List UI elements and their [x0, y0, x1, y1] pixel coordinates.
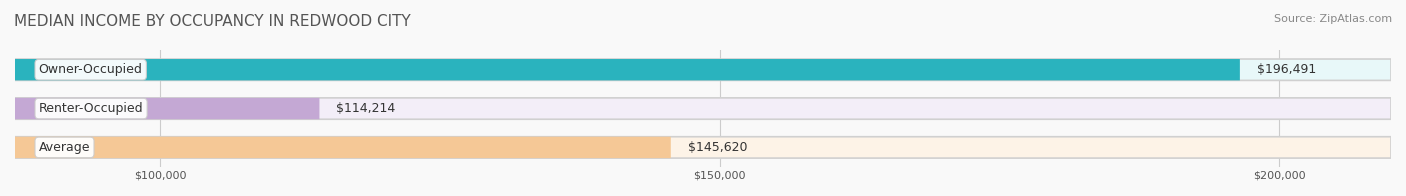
FancyBboxPatch shape [15, 98, 319, 119]
Text: Source: ZipAtlas.com: Source: ZipAtlas.com [1274, 14, 1392, 24]
Text: $114,214: $114,214 [336, 102, 395, 115]
FancyBboxPatch shape [15, 59, 1391, 80]
Text: $196,491: $196,491 [1257, 63, 1316, 76]
Text: Owner-Occupied: Owner-Occupied [39, 63, 142, 76]
FancyBboxPatch shape [15, 59, 1240, 80]
FancyBboxPatch shape [15, 137, 1391, 158]
Text: MEDIAN INCOME BY OCCUPANCY IN REDWOOD CITY: MEDIAN INCOME BY OCCUPANCY IN REDWOOD CI… [14, 14, 411, 29]
Text: $145,620: $145,620 [688, 141, 747, 154]
FancyBboxPatch shape [15, 137, 671, 158]
Text: Renter-Occupied: Renter-Occupied [39, 102, 143, 115]
Text: Average: Average [39, 141, 90, 154]
FancyBboxPatch shape [15, 98, 1391, 119]
